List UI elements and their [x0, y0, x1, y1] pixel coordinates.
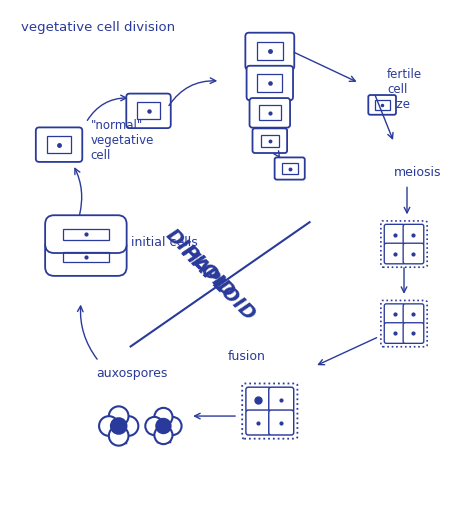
FancyBboxPatch shape — [384, 243, 405, 264]
Circle shape — [118, 416, 138, 436]
Circle shape — [109, 426, 128, 445]
FancyBboxPatch shape — [384, 323, 405, 344]
Circle shape — [99, 416, 118, 436]
FancyBboxPatch shape — [249, 98, 290, 127]
FancyBboxPatch shape — [246, 410, 271, 435]
FancyBboxPatch shape — [403, 304, 424, 325]
Text: meiosis: meiosis — [394, 166, 442, 179]
FancyBboxPatch shape — [269, 387, 294, 412]
Circle shape — [109, 407, 128, 426]
Bar — [63, 229, 109, 240]
FancyBboxPatch shape — [246, 387, 271, 412]
Text: DIPLOID: DIPLOID — [162, 226, 238, 302]
FancyBboxPatch shape — [384, 304, 405, 325]
Text: auxospores: auxospores — [96, 367, 167, 380]
Bar — [111, 434, 126, 443]
Bar — [261, 135, 279, 147]
FancyBboxPatch shape — [274, 157, 305, 180]
Circle shape — [111, 418, 127, 434]
Circle shape — [164, 417, 182, 435]
Bar — [157, 434, 170, 442]
FancyBboxPatch shape — [246, 66, 293, 100]
FancyBboxPatch shape — [36, 127, 82, 162]
Circle shape — [146, 417, 164, 435]
Bar — [137, 102, 160, 119]
Circle shape — [156, 419, 171, 433]
FancyBboxPatch shape — [403, 243, 424, 264]
Circle shape — [155, 426, 173, 444]
Bar — [257, 74, 282, 92]
FancyBboxPatch shape — [253, 129, 287, 153]
Text: fertile
cell
size: fertile cell size — [387, 68, 422, 111]
Bar — [282, 163, 298, 174]
Text: initial cells: initial cells — [131, 236, 197, 249]
Text: fusion: fusion — [228, 350, 266, 363]
Text: HAPLOID: HAPLOID — [177, 243, 259, 325]
Text: "normal"
vegetative
cell: "normal" vegetative cell — [91, 119, 154, 162]
FancyBboxPatch shape — [403, 323, 424, 344]
Circle shape — [155, 408, 173, 426]
FancyBboxPatch shape — [384, 224, 405, 245]
Bar — [259, 105, 281, 120]
Text: vegetative cell division: vegetative cell division — [21, 22, 175, 34]
Bar — [257, 42, 283, 60]
FancyBboxPatch shape — [403, 224, 424, 245]
FancyBboxPatch shape — [45, 215, 127, 253]
FancyBboxPatch shape — [368, 95, 396, 115]
Bar — [63, 251, 109, 263]
FancyBboxPatch shape — [126, 94, 171, 128]
Bar — [47, 136, 72, 153]
FancyBboxPatch shape — [246, 33, 294, 70]
Bar — [375, 100, 390, 110]
FancyBboxPatch shape — [269, 410, 294, 435]
FancyBboxPatch shape — [45, 238, 127, 276]
